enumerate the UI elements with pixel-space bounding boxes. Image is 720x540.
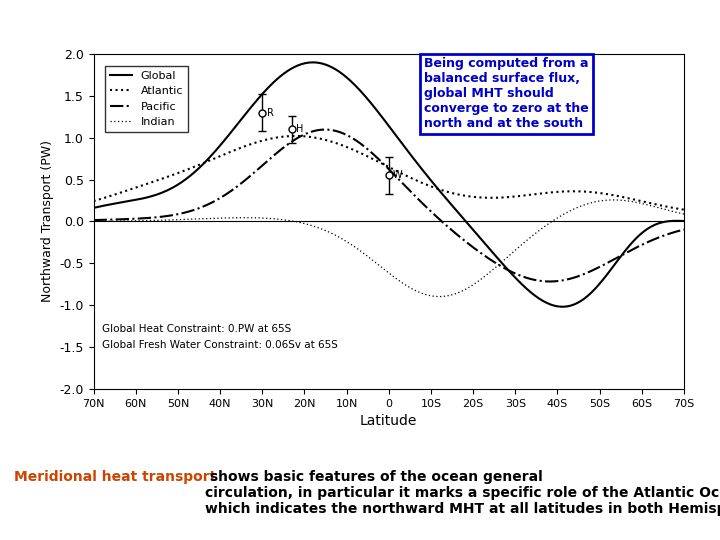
Text: W: W [393, 170, 402, 180]
Line: Global: Global [94, 63, 684, 307]
Text: Meridional heat transport: Meridional heat transport [14, 470, 217, 484]
Line: Pacific: Pacific [94, 130, 684, 281]
Text: Global Heat Constraint: 0.PW at 65S: Global Heat Constraint: 0.PW at 65S [102, 323, 292, 334]
Atlantic [410, 176, 418, 183]
Indian [680, 211, 688, 217]
Legend: Global, Atlantic, Pacific, Indian: Global, Atlantic, Pacific, Indian [105, 66, 187, 132]
Atlantic [442, 188, 451, 195]
Y-axis label: Northward Transport (PW): Northward Transport (PW) [41, 140, 54, 302]
Indian [409, 286, 418, 293]
Text: shows basic features of the ocean general
circulation, in particular it marks a : shows basic features of the ocean genera… [205, 470, 720, 516]
Indian [369, 258, 378, 265]
Pacific [575, 272, 584, 279]
Pacific [410, 192, 418, 198]
Global [89, 205, 98, 211]
Text: H: H [296, 124, 303, 134]
Indian [89, 218, 98, 225]
Global [680, 218, 688, 224]
Pacific [668, 230, 677, 236]
Atlantic [292, 133, 300, 139]
Pacific [371, 153, 379, 159]
Indian [610, 197, 618, 203]
Global [374, 110, 383, 116]
Line: Atlantic: Atlantic [94, 136, 684, 210]
Atlantic [575, 188, 583, 194]
Text: Global Fresh Water Constraint: 0.06Sv at 65S: Global Fresh Water Constraint: 0.06Sv at… [102, 340, 338, 350]
Global [558, 303, 567, 310]
Line: Indian: Indian [94, 200, 684, 296]
Atlantic [374, 159, 383, 165]
Text: Being computed from a
balanced surface flux,
global MHT should
converge to zero : Being computed from a balanced surface f… [424, 57, 589, 130]
Indian [668, 208, 677, 214]
Pacific [89, 217, 98, 224]
Atlantic [680, 206, 688, 213]
Pacific [321, 126, 330, 133]
Indian [435, 293, 444, 300]
Atlantic [371, 157, 379, 164]
Pacific [546, 278, 554, 285]
Global [410, 156, 418, 163]
Global [575, 298, 584, 305]
X-axis label: Latitude: Latitude [360, 414, 418, 428]
Indian [575, 204, 583, 210]
Indian [373, 261, 382, 267]
Global [668, 218, 677, 224]
Text: R: R [266, 107, 274, 118]
Pacific [374, 156, 383, 163]
Global [442, 195, 451, 202]
Atlantic [667, 204, 675, 211]
Pacific [680, 226, 688, 233]
Atlantic [89, 198, 98, 204]
Pacific [442, 222, 451, 228]
Global [308, 59, 317, 66]
Indian [442, 293, 451, 299]
Global [371, 105, 379, 112]
